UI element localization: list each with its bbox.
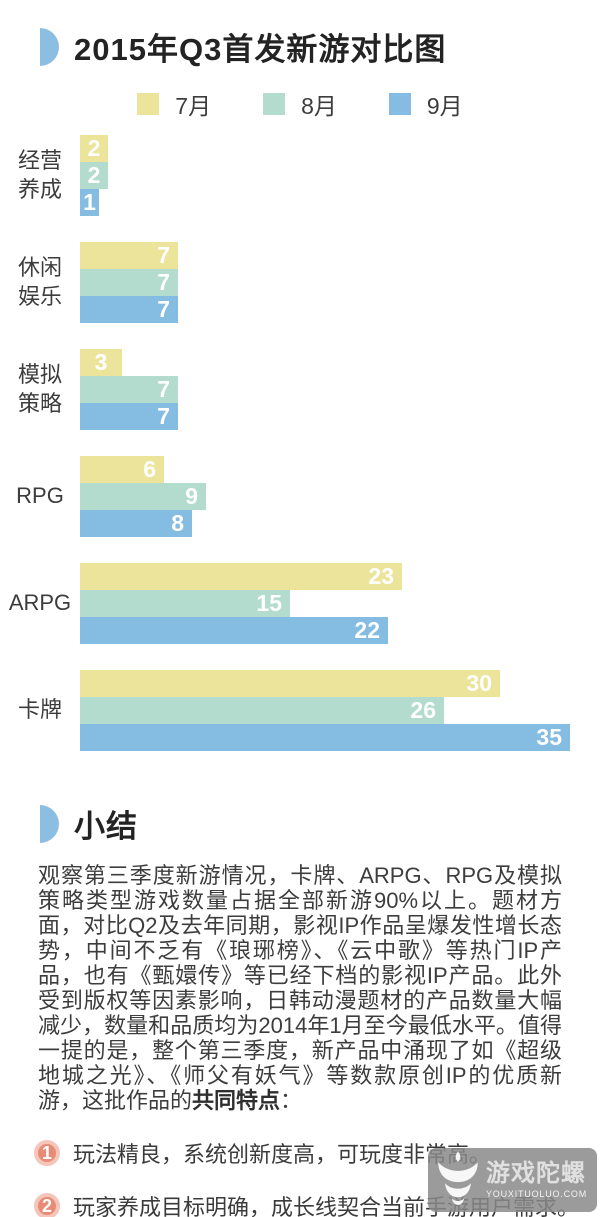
chart-title: 2015年Q3首发新游对比图 bbox=[74, 32, 447, 67]
bar-value-label: 15 bbox=[256, 590, 282, 616]
bar-7月-ARPG: 23 bbox=[80, 563, 402, 590]
chart-legend: 7月 8月 9月 bbox=[0, 87, 600, 121]
point-text: 玩法精良，系统创新度高，可玩度非常高。 bbox=[73, 1142, 492, 1167]
watermark-logo: 游戏陀螺 YOUXITUOLUO.COM bbox=[428, 1148, 597, 1212]
bar-value-label: 1 bbox=[83, 189, 96, 215]
bar-value-label: 26 bbox=[410, 697, 436, 723]
legend-item-7月: 7月 bbox=[137, 87, 211, 121]
bar-8月-休闲娱乐: 7 bbox=[80, 269, 178, 296]
chart-row-RPG: RPG 6 9 8 bbox=[0, 456, 600, 537]
bar-7月-模拟策略: 3 bbox=[80, 349, 122, 376]
point-number-badge: 1 bbox=[34, 1140, 60, 1166]
bar-group: 23 15 22 bbox=[80, 563, 402, 644]
legend-label: 7月 bbox=[175, 93, 212, 119]
bar-value-label: 6 bbox=[143, 456, 156, 482]
legend-swatch bbox=[263, 93, 286, 115]
bar-value-label: 30 bbox=[466, 670, 492, 696]
category-label: ARPG bbox=[8, 590, 72, 616]
point-number-badge: 2 bbox=[34, 1193, 60, 1217]
bar-7月-卡牌: 30 bbox=[80, 670, 500, 697]
spinning-top-icon bbox=[434, 1151, 482, 1210]
chart-row-模拟策略: 模拟 策略 3 7 7 bbox=[0, 349, 600, 430]
bar-value-label: 7 bbox=[157, 403, 170, 429]
watermark-text: 游戏陀螺 YOUXITUOLUO.COM bbox=[486, 1159, 588, 1200]
bar-value-label: 7 bbox=[157, 242, 170, 268]
bar-9月-RPG: 8 bbox=[80, 510, 192, 537]
bar-7月-经营养成: 2 bbox=[80, 135, 108, 162]
watermark-site: YOUXITUOLUO.COM bbox=[486, 1189, 588, 1200]
summary-heading: 小结 bbox=[74, 809, 138, 844]
summary-paragraph: 观察第三季度新游情况，卡牌、ARPG、RPG及模拟策略类型游戏数量占据全部新游9… bbox=[38, 863, 562, 1113]
summary-paragraph-tail: ： bbox=[280, 1088, 303, 1113]
bar-9月-经营养成: 1 bbox=[80, 189, 99, 216]
bar-8月-模拟策略: 7 bbox=[80, 376, 178, 403]
category-label: 经营 养成 bbox=[17, 147, 62, 202]
bar-7月-RPG: 6 bbox=[80, 456, 164, 483]
chart-row-休闲娱乐: 休闲 娱乐 7 7 7 bbox=[0, 242, 600, 323]
bar-8月-卡牌: 26 bbox=[80, 697, 444, 724]
bar-7月-休闲娱乐: 7 bbox=[80, 242, 178, 269]
category-label: 休闲 娱乐 bbox=[17, 254, 62, 309]
category-label: 模拟 策略 bbox=[17, 361, 62, 416]
chart-row-卡牌: 卡牌 30 26 35 bbox=[0, 670, 600, 751]
bar-value-label: 7 bbox=[157, 269, 170, 295]
legend-swatch bbox=[137, 93, 160, 115]
bar-value-label: 2 bbox=[87, 162, 101, 188]
bar-8月-RPG: 9 bbox=[80, 483, 206, 510]
point-row: 1 玩法精良，系统创新度高，可玩度非常高。 bbox=[34, 1137, 600, 1169]
summary-paragraph-main: 观察第三季度新游情况，卡牌、ARPG、RPG及模拟策略类型游戏数量占据全部新游9… bbox=[38, 863, 562, 1113]
watermark-name: 游戏陀螺 bbox=[486, 1159, 586, 1187]
legend-label: 8月 bbox=[301, 93, 337, 119]
legend-item-9月: 9月 bbox=[388, 87, 463, 121]
category-label: RPG bbox=[16, 483, 64, 509]
legend-label: 9月 bbox=[426, 93, 463, 119]
bar-value-label: 9 bbox=[185, 483, 198, 509]
chart-row-经营养成: 经营 养成 2 2 1 bbox=[0, 135, 600, 216]
bar-value-label: 35 bbox=[536, 724, 562, 750]
category-label: 卡牌 bbox=[17, 697, 62, 723]
bar-9月-模拟策略: 7 bbox=[80, 403, 178, 430]
half-circle-icon bbox=[40, 27, 59, 66]
bar-value-label: 7 bbox=[157, 296, 170, 322]
bar-value-label: 7 bbox=[157, 376, 170, 402]
bar-8月-经营养成: 2 bbox=[80, 162, 108, 189]
bar-value-label: 23 bbox=[368, 563, 394, 589]
chart-title-row: 2015年Q3首发新游对比图 bbox=[0, 0, 600, 69]
bar-value-label: 3 bbox=[94, 349, 108, 375]
bar-value-label: 8 bbox=[171, 510, 184, 536]
bar-9月-ARPG: 22 bbox=[80, 617, 388, 644]
chart-row-ARPG: ARPG 23 15 22 bbox=[0, 563, 600, 644]
half-circle-icon bbox=[40, 804, 59, 843]
summary-paragraph-bold: 共同特点 bbox=[192, 1088, 281, 1113]
bar-9月-卡牌: 35 bbox=[80, 724, 570, 751]
legend-swatch bbox=[388, 93, 411, 115]
summary-heading-row: 小结 bbox=[0, 801, 600, 846]
bar-value-label: 22 bbox=[354, 617, 380, 643]
bar-9月-休闲娱乐: 7 bbox=[80, 296, 178, 323]
bar-value-label: 2 bbox=[87, 135, 101, 161]
bar-chart: 经营 养成 2 2 1 休闲 娱乐 7 7 7 模拟 策略 3 7 7 RPG 6 9 8 ARPG 23 15 22… bbox=[0, 135, 600, 751]
legend-item-8月: 8月 bbox=[263, 87, 337, 121]
bar-8月-ARPG: 15 bbox=[80, 590, 290, 617]
bar-group: 30 26 35 bbox=[80, 670, 570, 751]
